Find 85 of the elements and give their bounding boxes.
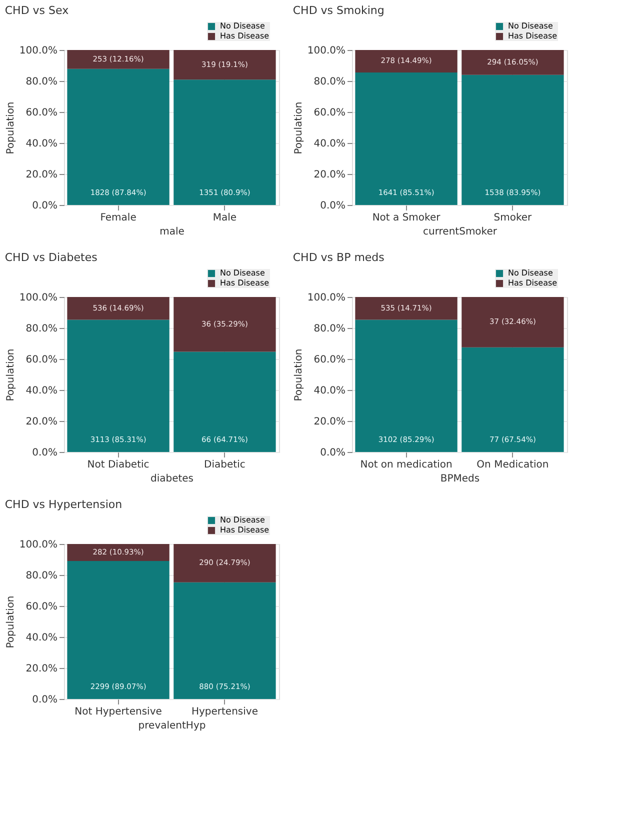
x-tick-label: Hypertensive: [191, 706, 258, 718]
legend-label: No Disease: [220, 268, 265, 278]
bar: [174, 544, 276, 582]
y-tick-label: 0.0%: [320, 448, 346, 458]
x-tick-label: Smoker: [494, 212, 533, 224]
legend-label: Has Disease: [508, 32, 558, 40]
bar: [355, 297, 458, 320]
y-tick-label: 80.0%: [314, 324, 346, 334]
y-tick-label: 20.0%: [314, 416, 346, 428]
bar: [67, 50, 170, 69]
y-tick-label: 100.0%: [19, 292, 58, 304]
y-tick-label: 40.0%: [26, 632, 58, 644]
y-tick-label: 60.0%: [26, 602, 58, 612]
legend-label: Has Disease: [508, 278, 558, 288]
y-axis-title: Population: [5, 596, 16, 648]
y-tick-label: 20.0%: [314, 170, 346, 180]
y-tick-label: 80.0%: [26, 570, 58, 582]
x-axis-title: BPMeds: [440, 474, 480, 484]
y-tick-label: 100.0%: [19, 540, 58, 550]
chart-title: CHD vs Sex: [4, 4, 70, 17]
y-tick-label: 60.0%: [314, 108, 346, 118]
y-tick-label: 80.0%: [314, 76, 346, 88]
bar: [462, 50, 564, 75]
y-tick-label: 60.0%: [314, 354, 346, 366]
chart-title: CHD vs Diabetes: [4, 251, 98, 264]
x-tick-label: Not Diabetic: [87, 460, 150, 470]
y-tick-label: 0.0%: [32, 200, 58, 212]
x-axis-title: currentSmoker: [423, 226, 498, 238]
y-tick-label: 40.0%: [314, 138, 346, 150]
bar: [355, 320, 458, 452]
y-tick-label: 80.0%: [26, 324, 58, 334]
chart-title: CHD vs BP meds: [292, 251, 385, 264]
bar: [67, 68, 170, 205]
bar: [67, 320, 170, 452]
x-axis-title: male: [160, 226, 184, 238]
x-axis-title: prevalentHyp: [138, 720, 206, 732]
chart-title: CHD vs Hypertension: [4, 498, 122, 511]
x-tick-label: Male: [212, 212, 237, 224]
legend-label: Has Disease: [220, 526, 270, 534]
legend-label: No Disease: [220, 22, 265, 30]
bar: [174, 352, 276, 452]
legend-label: No Disease: [508, 268, 553, 278]
bar: [174, 50, 276, 80]
chart-title: CHD vs Smoking: [292, 4, 384, 17]
bar: [462, 74, 564, 205]
y-tick-label: 100.0%: [307, 292, 346, 304]
bar: [67, 560, 170, 699]
bar: [462, 297, 564, 348]
y-tick-label: 20.0%: [26, 416, 58, 428]
bar: [174, 80, 276, 205]
y-tick-label: 20.0%: [26, 664, 58, 674]
bar: [67, 544, 170, 561]
bar: [174, 582, 276, 699]
bar: [174, 297, 276, 352]
y-tick-label: 100.0%: [19, 46, 58, 56]
bar: [355, 72, 458, 205]
legend-label: Has Disease: [220, 32, 270, 40]
y-tick-label: 100.0%: [307, 46, 346, 56]
bar: [67, 297, 170, 320]
x-tick-label: Not Hypertensive: [74, 706, 162, 718]
bar: [355, 50, 458, 72]
y-tick-label: 40.0%: [26, 386, 58, 396]
legend-label: No Disease: [220, 516, 265, 524]
y-tick-label: 0.0%: [320, 200, 346, 212]
bar: [462, 347, 564, 452]
y-tick-label: 20.0%: [26, 170, 58, 180]
x-tick-label: Female: [100, 212, 136, 224]
y-tick-label: 40.0%: [26, 138, 58, 150]
x-tick-label: Not a Smoker: [372, 212, 442, 224]
y-axis-title: Population: [293, 102, 304, 154]
y-axis-title: Population: [5, 348, 16, 402]
legend-label: Has Disease: [220, 278, 270, 288]
y-tick-label: 40.0%: [314, 386, 346, 396]
y-tick-label: 80.0%: [26, 76, 58, 88]
y-tick-label: 60.0%: [26, 108, 58, 118]
legend-label: No Disease: [508, 22, 553, 30]
y-axis-title: Population: [293, 348, 304, 402]
y-tick-label: 0.0%: [32, 448, 58, 458]
x-axis-title: diabetes: [150, 474, 194, 484]
x-tick-label: Diabetic: [204, 460, 246, 470]
x-tick-label: Not on medication: [360, 460, 452, 470]
y-axis-title: Population: [5, 102, 16, 154]
y-tick-label: 60.0%: [26, 354, 58, 366]
y-tick-label: 0.0%: [32, 694, 58, 706]
x-tick-label: On Medication: [476, 460, 549, 470]
